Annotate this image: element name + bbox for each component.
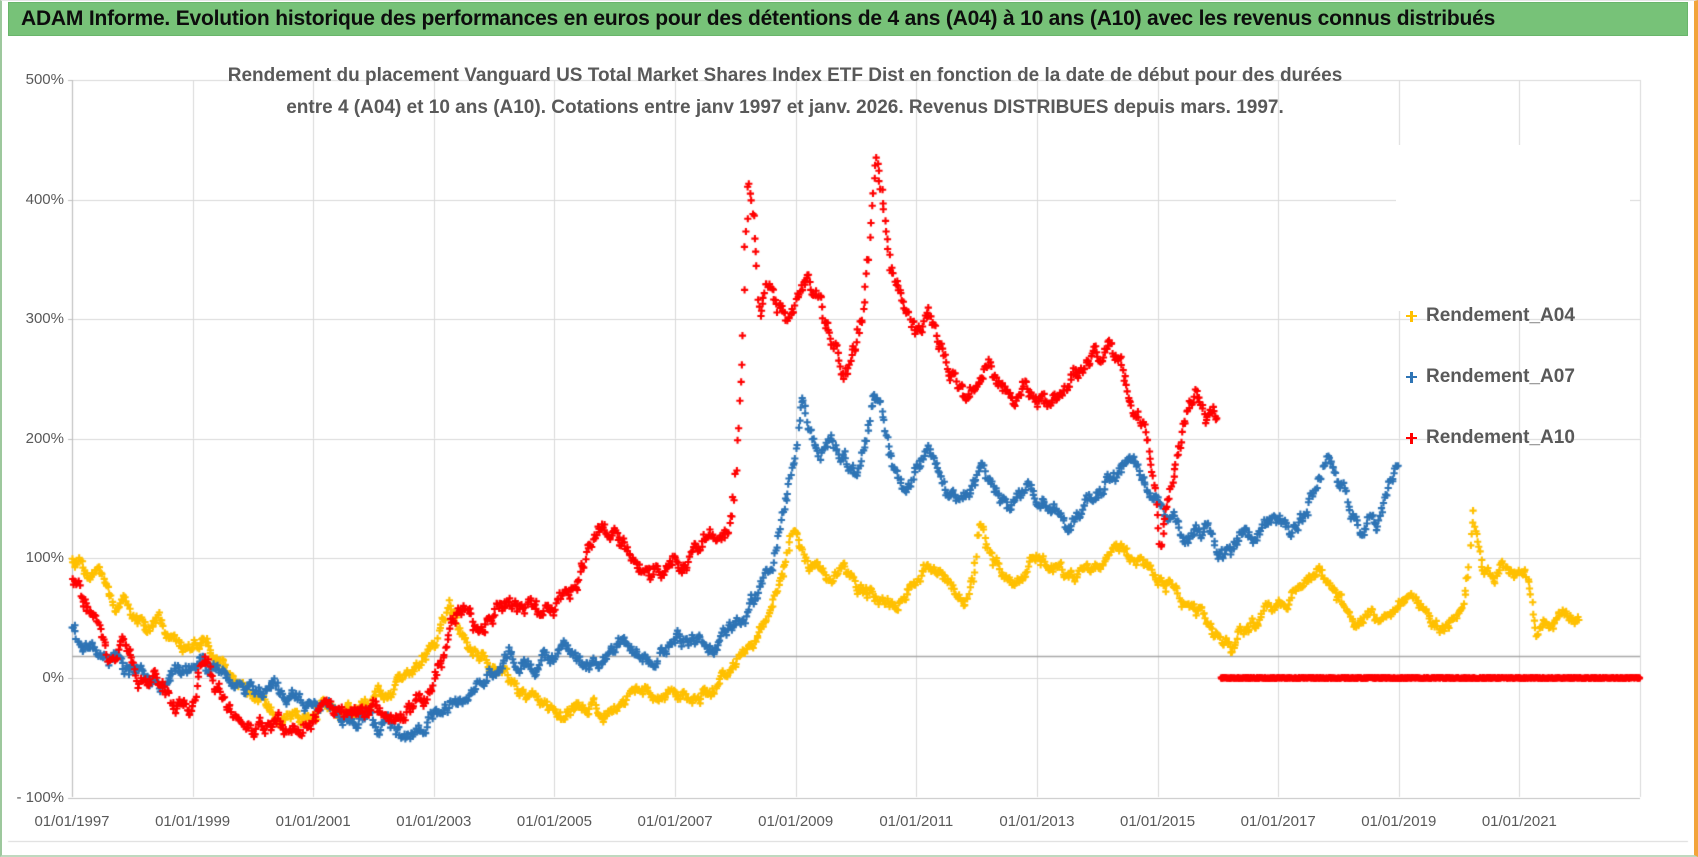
- x-tick-label: 01/01/2019: [1361, 813, 1437, 830]
- x-tick-label: 01/01/2011: [879, 813, 954, 830]
- legend-label: Rendement_A10: [1426, 427, 1575, 448]
- chart-title-line2: entre 4 (A04) et 10 ans (A10). Cotations…: [286, 97, 1284, 118]
- legend-item-rendement-a07[interactable]: Rendement_A07: [1406, 366, 1575, 388]
- y-tick-label: 0%: [42, 669, 64, 686]
- legend-item-rendement-a10[interactable]: Rendement_A10: [1406, 427, 1575, 449]
- x-tick-label: 01/01/2009: [758, 813, 834, 830]
- x-tick-label: 01/01/2001: [275, 813, 351, 830]
- plus-marker-icon: [1406, 371, 1417, 383]
- x-tick-label: 01/01/2007: [637, 813, 713, 830]
- chart-title: Rendement du placement Vanguard US Total…: [90, 60, 1480, 124]
- y-tick-label: 300%: [25, 310, 64, 328]
- y-tick-label: 200%: [25, 429, 64, 447]
- x-tick-label: 01/01/2021: [1481, 813, 1557, 830]
- y-tick-label: 100%: [25, 549, 64, 567]
- legend-label: Rendement_A07: [1426, 366, 1575, 387]
- header-bar: ADAM Informe. Evolution historique des p…: [8, 2, 1688, 36]
- x-tick-label: 01/01/2015: [1119, 813, 1196, 830]
- plus-marker-icon: [1406, 432, 1417, 444]
- x-tick-label: 01/01/1997: [34, 813, 110, 830]
- y-tick-label: 500%: [25, 71, 64, 88]
- x-tick-label: 01/01/2005: [516, 813, 592, 830]
- x-tick-label: 01/01/2017: [1240, 813, 1316, 830]
- plus-marker-icon: [1406, 310, 1417, 322]
- legend[interactable]: Rendement_A04 Rendement_A07 Rendement_A1…: [1396, 145, 1630, 448]
- legend-item-rendement-a04[interactable]: Rendement_A04: [1406, 305, 1575, 327]
- x-tick-label: 01/01/2013: [999, 813, 1075, 830]
- x-tick-label: 01/01/2003: [396, 813, 472, 830]
- y-tick-label: - 100%: [16, 788, 64, 806]
- chart-title-line1: Rendement du placement Vanguard US Total…: [227, 65, 1343, 86]
- legend-label: Rendement_A04: [1426, 305, 1575, 326]
- y-tick-label: 400%: [25, 190, 64, 208]
- header-title: ADAM Informe. Evolution historique des p…: [21, 7, 1496, 30]
- x-tick-label: 01/01/1999: [155, 813, 231, 830]
